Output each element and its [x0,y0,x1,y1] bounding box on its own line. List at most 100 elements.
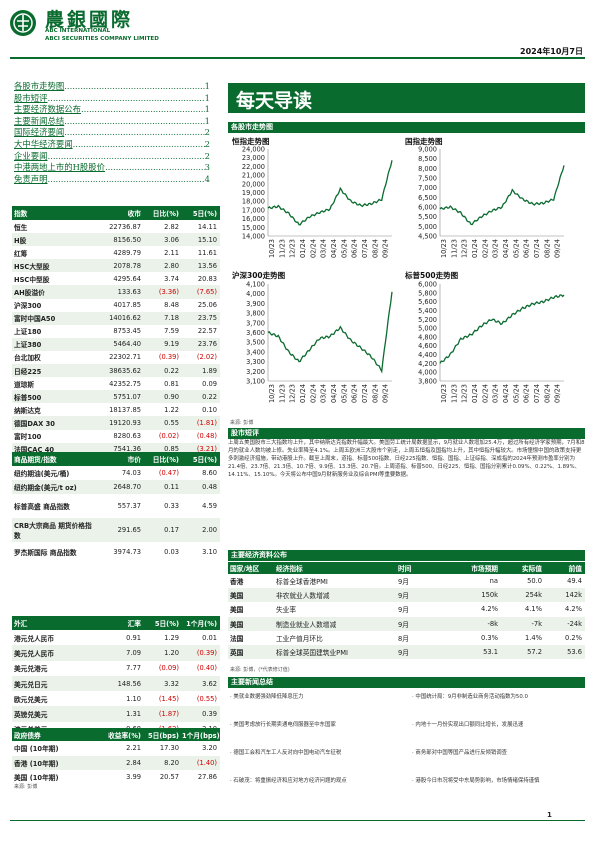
toc-item-title[interactable]: 免责声明 [14,173,48,184]
toc-item[interactable]: 主要经济数据公布 1 [14,104,210,116]
cell-value: 3.74 [164,274,179,283]
cell-value: 20.83 [197,274,217,283]
cell-value: -7k [531,619,542,628]
y-tick-label: 8,500 [418,155,437,163]
news-item[interactable]: · 石破茂：将重振经济和应对地方经济问题的观点 [230,778,347,784]
cell-value: 失业率 [276,606,297,615]
news-item[interactable]: · 内地十一月份实现出口额同比增长，发展迅速 [412,722,524,728]
toc-item[interactable]: 免责声明 4 [14,174,210,186]
cell-value: 工业产值月环比 [276,634,323,643]
series-line [267,160,393,226]
cell-value: 15.10 [197,235,217,244]
index-table: 指数 收市 日比(%) 5日(%) 恒生 22736.87 2.82 14.11 H股 8156.… [12,206,220,456]
cell-value: 4.2% [481,605,498,614]
cell-value: 19120.93 [109,418,141,427]
toc-item-title[interactable]: 主要新闻总结 [14,115,65,126]
toc-item-title[interactable]: 国际经济要闻 [14,127,65,138]
toc-item-title[interactable]: 中港两地上市的H股股价 [14,162,106,173]
column-header: 5日(%) [192,456,217,464]
news-item[interactable]: · 港股今日市况将受中东局势影响，市场情绪保持谨慎 [412,778,540,784]
toc-item-title[interactable]: 主要经济数据公布 [14,104,81,115]
news-item[interactable]: · 德国工会和汽车工人反对向中国电动汽车征税 [230,750,342,756]
y-tick-label: 7,500 [418,175,437,183]
toc-item[interactable]: 股市短评 1 [14,93,210,105]
column-header: 1个月(%) [186,620,217,628]
toc-item[interactable]: 大中华经济要闻 2 [14,139,210,151]
sp500-line-chart: 6,0005,8005,6005,4005,2005,0004,8004,600… [418,281,565,403]
toc-item-page: 1 [204,81,210,91]
table-row: 德国DAX 30 19120.93 0.55 (1.81) [12,416,220,430]
toc-leader-dots [64,127,204,139]
cell-value: 2.84 [126,758,141,767]
cell-value: 3.99 [126,773,141,782]
row-label: 港元兑人民币 [14,634,55,643]
cell-value: 2648.70 [113,483,141,491]
cell-value: 50.0 [527,577,542,586]
news-list-right: · 中国统计局：9月非制造业商务活动指数为50.0 · 内地十一月份实现出口额同比… [412,694,582,806]
table-row: 上证180 8753.45 7.59 22.57 [12,325,220,338]
chart-title-hscei: 国指走势图 [405,137,443,146]
news-item[interactable]: · 中国统计局：9月非制造业商务活动指数为50.0 [412,694,528,700]
table-row: 标普高盛 商品指数 557.37 0.33 4.59 [12,494,220,518]
toc-item[interactable]: 国际经济要闻 2 [14,127,210,139]
toc-item[interactable]: 各股市走势图 1 [14,81,210,93]
table-header-row: 政府债券 收益率(%) 5日(bps) 1个月(bps) [12,728,220,741]
table-row: 美国 制造业就业人数增减 9月 -8k -7k -24k [228,616,585,631]
cell-value: 142k [565,591,582,600]
toc-item[interactable]: 主要新闻总结 1 [14,116,210,128]
x-tick-label: 12/23 [289,384,297,403]
y-tick-label: 5,000 [418,223,437,231]
toc-item-title[interactable]: 股市短评 [14,92,48,103]
y-tick-label: 18,000 [242,198,265,206]
toc-item[interactable]: 中港两地上市的H股股价 3 [14,162,210,174]
y-tick-label: 15,000 [242,224,265,232]
cell-value: 非农就业人数增减 [276,592,330,601]
news-item[interactable]: · 商务部对中国等国产品进行反倾销调查 [412,750,508,756]
cell-value: 8.60 [202,469,217,477]
column-header: 前值 [568,565,582,573]
cell-value: (0.47) [158,469,179,477]
cell-value: 4.1% [525,605,542,614]
x-tick-label: 08/24 [371,239,379,258]
cell-value: 25.06 [197,301,217,310]
cell-value: 标普全球香港PMI [276,578,328,587]
table-row: 纳斯达克 18137.85 1.22 0.10 [12,403,220,416]
cell-value: (7.65) [196,288,217,297]
footer-divider [10,820,585,821]
table-header-row: 外汇 汇率 5日(%) 1个月(%) [12,616,220,630]
row-label: 红筹 [14,249,28,258]
econ-section-title: 主要经济资料公布 [228,550,585,561]
toc-item-page: 1 [204,92,210,103]
x-tick-label: 12/23 [461,384,469,403]
cell-value: 13.56 [197,261,217,270]
cell-value: 1.20 [164,648,179,657]
cell-value: 7.09 [126,648,141,657]
cell-value: 20.57 [159,773,179,782]
x-tick-label: 09/24 [554,384,562,403]
cell-value: 2078.78 [113,261,141,270]
y-tick-label: 16,000 [242,215,265,223]
column-header: 实际值 [521,565,542,573]
news-item[interactable]: · 美就业数据强劲降低降息压力 [230,694,304,700]
toc-item[interactable]: 企业要闻 2 [14,151,210,163]
y-tick-label: 19,000 [242,189,265,197]
cell-value: 9月 [398,606,409,615]
y-tick-label: 5,600 [418,298,437,306]
news-item[interactable]: · 美国考虑放行长期卖通电伺服器至中东国家 [230,722,336,728]
x-tick-label: 06/24 [351,384,359,403]
chart-title-hsi: 恒指走势图 [232,137,270,146]
toc-item-page: 2 [204,127,210,138]
column-header: 外汇 [14,620,28,628]
table-row: 香港 (10年期) 2.84 8.20 (1.40) [12,755,220,770]
x-tick-label: 05/24 [512,239,520,258]
table-row: 英国 标普全球英国建筑业PMI 9月 53.1 57.2 53.6 [228,644,585,660]
toc-item-title[interactable]: 企业要闻 [14,150,48,161]
toc-item-title[interactable]: 各股市走势图 [14,81,65,91]
page-number: 1 [547,811,552,819]
cell-value: 7.18 [164,314,179,323]
cell-value: 5464.40 [113,340,141,349]
column-header: 指数 [14,210,28,218]
cell-value: 1.31 [126,710,141,719]
toc-item-title[interactable]: 大中华经济要闻 [14,138,73,149]
x-tick-label: 02/24 [309,239,317,258]
